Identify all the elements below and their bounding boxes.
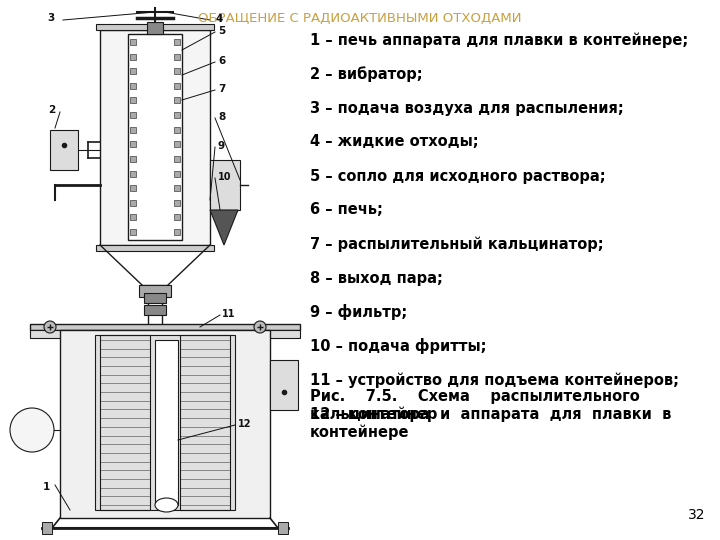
FancyBboxPatch shape	[130, 214, 136, 220]
FancyBboxPatch shape	[155, 340, 178, 505]
FancyBboxPatch shape	[130, 171, 136, 177]
FancyBboxPatch shape	[174, 68, 180, 74]
Circle shape	[254, 321, 266, 333]
FancyBboxPatch shape	[147, 22, 163, 34]
FancyBboxPatch shape	[30, 330, 300, 338]
Text: 9: 9	[218, 141, 225, 151]
Text: 7: 7	[218, 84, 225, 94]
Ellipse shape	[155, 498, 178, 512]
FancyBboxPatch shape	[96, 24, 214, 30]
Text: 2: 2	[48, 105, 55, 115]
Text: ОБРАЩЕНИЕ С РАДИОАКТИВНЫМИ ОТХОДАМИ: ОБРАЩЕНИЕ С РАДИОАКТИВНЫМИ ОТХОДАМИ	[198, 12, 522, 25]
FancyBboxPatch shape	[50, 130, 78, 170]
FancyBboxPatch shape	[95, 335, 235, 510]
Text: контейнере: контейнере	[310, 424, 410, 440]
FancyBboxPatch shape	[174, 156, 180, 162]
FancyBboxPatch shape	[60, 330, 270, 518]
FancyBboxPatch shape	[174, 112, 180, 118]
FancyBboxPatch shape	[210, 160, 240, 210]
FancyBboxPatch shape	[270, 360, 298, 410]
FancyBboxPatch shape	[128, 34, 182, 240]
FancyBboxPatch shape	[130, 229, 136, 235]
FancyBboxPatch shape	[130, 141, 136, 147]
Circle shape	[10, 408, 54, 452]
Text: кальцинатора  и  аппарата  для  плавки  в: кальцинатора и аппарата для плавки в	[310, 407, 671, 422]
FancyBboxPatch shape	[278, 522, 288, 534]
Text: Рис.    7.5.    Схема    распылительного: Рис. 7.5. Схема распылительного	[310, 388, 640, 403]
FancyBboxPatch shape	[174, 171, 180, 177]
FancyBboxPatch shape	[100, 30, 210, 245]
Text: 12: 12	[238, 419, 251, 429]
FancyBboxPatch shape	[174, 229, 180, 235]
Text: 5: 5	[218, 26, 225, 36]
FancyBboxPatch shape	[144, 305, 166, 315]
FancyBboxPatch shape	[130, 156, 136, 162]
FancyBboxPatch shape	[130, 39, 136, 45]
Text: 6: 6	[218, 56, 225, 66]
FancyBboxPatch shape	[130, 185, 136, 191]
FancyBboxPatch shape	[130, 127, 136, 133]
Polygon shape	[210, 210, 238, 245]
FancyBboxPatch shape	[174, 39, 180, 45]
FancyBboxPatch shape	[174, 127, 180, 133]
Text: 2 – вибратор;: 2 – вибратор;	[310, 66, 423, 82]
FancyBboxPatch shape	[130, 53, 136, 59]
Text: 9 – фильтр;: 9 – фильтр;	[310, 304, 408, 320]
Text: 32: 32	[688, 508, 705, 522]
FancyBboxPatch shape	[130, 83, 136, 89]
Text: 8: 8	[218, 112, 225, 122]
FancyBboxPatch shape	[174, 185, 180, 191]
FancyBboxPatch shape	[130, 68, 136, 74]
FancyBboxPatch shape	[174, 141, 180, 147]
Text: 10: 10	[218, 172, 232, 182]
FancyBboxPatch shape	[30, 324, 300, 330]
Text: 4 – жидкие отходы;: 4 – жидкие отходы;	[310, 134, 479, 150]
Text: 6 – печь;: 6 – печь;	[310, 202, 383, 218]
Text: 12 – контейнер: 12 – контейнер	[310, 406, 437, 422]
Text: 1: 1	[42, 482, 50, 492]
Text: 11 – устройство для подъема контейнеров;: 11 – устройство для подъема контейнеров;	[310, 372, 679, 388]
FancyBboxPatch shape	[130, 112, 136, 118]
FancyBboxPatch shape	[174, 83, 180, 89]
FancyBboxPatch shape	[96, 245, 214, 251]
Text: 8 – выход пара;: 8 – выход пара;	[310, 271, 443, 286]
Text: 4: 4	[215, 14, 222, 24]
FancyBboxPatch shape	[174, 53, 180, 59]
FancyBboxPatch shape	[144, 293, 166, 303]
FancyBboxPatch shape	[174, 214, 180, 220]
Text: 11: 11	[222, 309, 235, 319]
Text: 3: 3	[48, 13, 55, 23]
FancyBboxPatch shape	[42, 522, 52, 534]
Circle shape	[44, 321, 56, 333]
Text: 7 – распылительный кальцинатор;: 7 – распылительный кальцинатор;	[310, 237, 603, 252]
FancyBboxPatch shape	[130, 97, 136, 104]
Text: 1 – печь аппарата для плавки в контейнере;: 1 – печь аппарата для плавки в контейнер…	[310, 32, 688, 48]
FancyBboxPatch shape	[139, 285, 171, 297]
Text: 5 – сопло для исходного раствора;: 5 – сопло для исходного раствора;	[310, 168, 606, 184]
FancyBboxPatch shape	[174, 97, 180, 104]
Text: 10 – подача фритты;: 10 – подача фритты;	[310, 338, 487, 354]
Text: 3 – подача воздуха для распыления;: 3 – подача воздуха для распыления;	[310, 100, 624, 116]
FancyBboxPatch shape	[174, 200, 180, 206]
FancyBboxPatch shape	[130, 200, 136, 206]
